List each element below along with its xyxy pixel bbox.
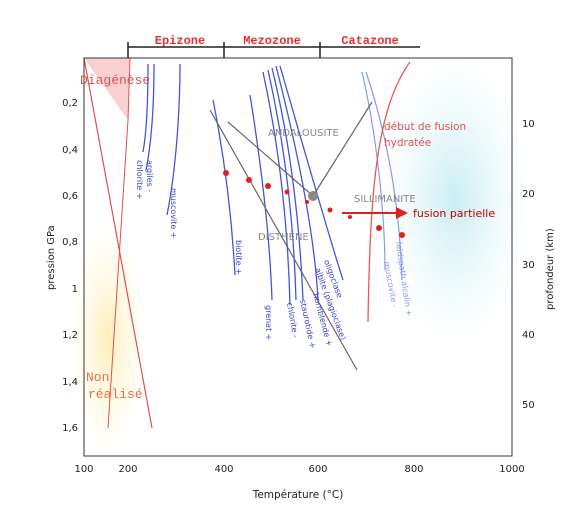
line-disthene-sillimanite bbox=[209, 109, 358, 371]
sample-dot bbox=[399, 232, 405, 238]
field-sillimanite: SILLIMANITE bbox=[354, 194, 416, 205]
curve-biotite bbox=[212, 99, 236, 276]
field-diagenese: Diagénèse bbox=[80, 73, 150, 88]
curve-debut-fusion bbox=[367, 61, 411, 323]
triple-point bbox=[308, 191, 318, 201]
non-realise-boundary-2 bbox=[107, 119, 129, 429]
label-biotite: biotite + bbox=[234, 240, 243, 275]
y-axis-label-right: profondeur (km) bbox=[545, 228, 556, 310]
y-tick-label: 0,4 bbox=[62, 145, 78, 156]
y-tick-label-right: 40 bbox=[522, 330, 535, 341]
curve-staurotide bbox=[267, 69, 297, 301]
label-grenat: grenat + bbox=[264, 305, 273, 340]
curve-muscovite-plus bbox=[166, 63, 181, 216]
label-chlorite-plus: chlorite + bbox=[135, 160, 144, 199]
light-curves bbox=[361, 71, 403, 281]
x-tick-label: 1000 bbox=[499, 464, 524, 475]
curve-grenat bbox=[249, 94, 273, 301]
field-andalousite: ANDALOUSITE bbox=[268, 128, 339, 139]
fusion-wash bbox=[380, 50, 530, 350]
diagenese-boundary bbox=[127, 57, 131, 121]
line-andalousite-disthene bbox=[227, 121, 314, 197]
sample-dot bbox=[246, 177, 252, 183]
y-tick-label: 0,6 bbox=[62, 191, 78, 202]
curve-hornblende bbox=[271, 67, 304, 301]
curve-argiles bbox=[142, 63, 149, 153]
line-andalousite-sillimanite bbox=[312, 101, 373, 197]
curve-muscovite-minus bbox=[361, 71, 386, 271]
zone-mezozone: Mezozone bbox=[243, 34, 301, 48]
sample-dot bbox=[348, 215, 352, 219]
y-tick-label-right: 10 bbox=[522, 119, 535, 130]
x-tick-label: 400 bbox=[214, 464, 233, 475]
y-tick-label: 1,2 bbox=[62, 330, 78, 341]
zone-catazone: Catazone bbox=[341, 34, 399, 48]
sample-dot bbox=[284, 189, 290, 195]
y-axis-left: 0,2 0,4 0,6 0,8 1 1,2 1,4 1,6 bbox=[62, 98, 78, 434]
sample-dot bbox=[305, 200, 309, 204]
y-axis-right: 10 20 30 40 50 bbox=[522, 119, 535, 411]
x-tick-label: 600 bbox=[308, 464, 327, 475]
y-tick-label: 0,8 bbox=[62, 237, 78, 248]
x-tick-label: 100 bbox=[74, 464, 93, 475]
y-tick-label-right: 50 bbox=[522, 400, 535, 411]
label-chlorite-minus: chlorite - bbox=[285, 302, 300, 339]
x-axis-label: Température (°C) bbox=[252, 489, 344, 501]
label-argiles: argiles - bbox=[145, 160, 154, 192]
diagenese-area bbox=[84, 58, 130, 120]
field-fusion-2: hydratée bbox=[384, 137, 431, 149]
field-fusion-1: début de fusion bbox=[384, 121, 466, 133]
field-non-realise-2: réalisé bbox=[88, 387, 143, 402]
sample-dot bbox=[376, 225, 382, 231]
x-axis: 100 200 400 600 800 1000 bbox=[74, 464, 524, 475]
field-non-realise-1: Non bbox=[86, 370, 109, 385]
y-axis-label-left: pression GPa bbox=[46, 225, 57, 290]
curve-chlorite-plus bbox=[145, 63, 155, 171]
plot-frame bbox=[83, 57, 513, 457]
non-realise-wash bbox=[68, 220, 148, 460]
sample-dot bbox=[265, 183, 271, 189]
field-disthene: DISTHÈNE bbox=[258, 230, 309, 243]
curve-chlorite-minus bbox=[262, 71, 291, 306]
curve-albite bbox=[275, 65, 319, 301]
sample-dot bbox=[327, 207, 333, 213]
isograd-curves bbox=[142, 63, 344, 306]
fusion-arrow-head bbox=[396, 207, 408, 219]
y-tick-label: 0,2 bbox=[62, 98, 78, 109]
aluminosilicate-lines bbox=[209, 101, 373, 371]
y-tick-label-right: 20 bbox=[522, 189, 535, 200]
curve-feldspath bbox=[365, 71, 403, 281]
sample-dot bbox=[223, 170, 229, 176]
sample-dots bbox=[223, 170, 405, 238]
x-tick-label: 200 bbox=[118, 464, 137, 475]
field-fusion-partielle: fusion partielle bbox=[413, 207, 495, 220]
curve-oligoclase bbox=[279, 65, 344, 281]
y-tick-label-right: 30 bbox=[522, 260, 535, 271]
label-muscovite-plus: muscovite + bbox=[169, 188, 178, 239]
non-realise-boundary bbox=[83, 57, 153, 429]
y-tick-label: 1,4 bbox=[62, 377, 78, 388]
y-tick-label: 1 bbox=[72, 284, 78, 295]
x-tick-label: 800 bbox=[404, 464, 423, 475]
zone-epizone: Epizone bbox=[155, 34, 205, 48]
y-tick-label: 1,6 bbox=[62, 423, 78, 434]
